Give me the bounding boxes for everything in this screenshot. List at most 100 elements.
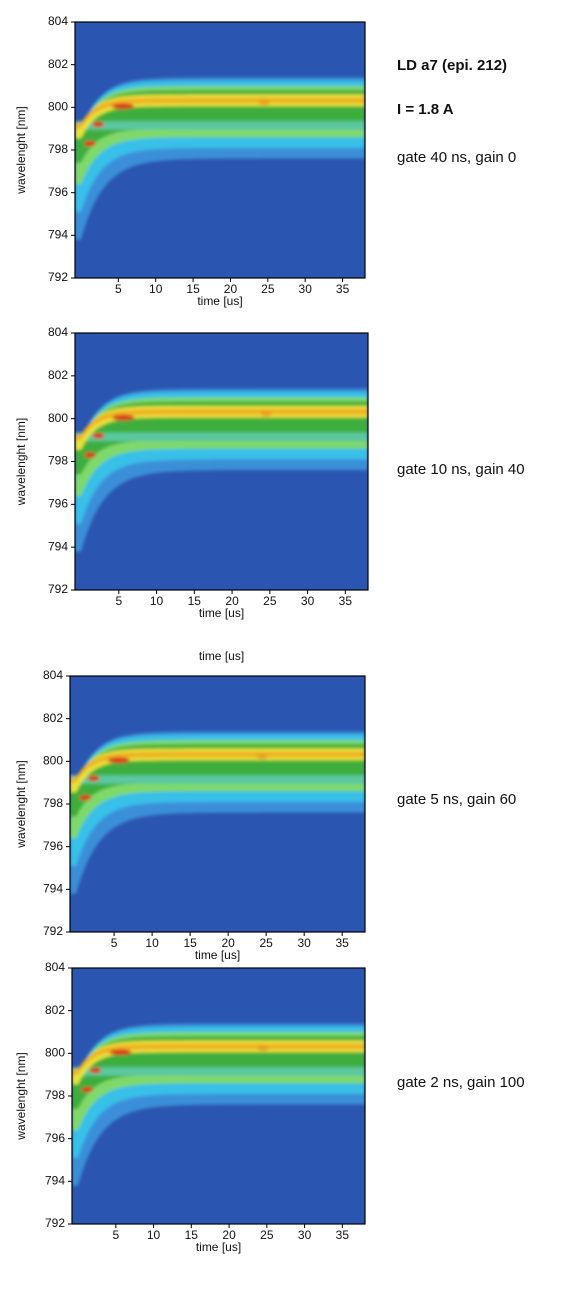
x-axis-label: time [us] bbox=[195, 948, 240, 962]
x-tick-label: 20 bbox=[221, 936, 235, 950]
annotation: gate 10 ns, gain 40 bbox=[397, 461, 525, 478]
x-tick-label: 10 bbox=[145, 936, 159, 950]
heatmap-bands bbox=[75, 77, 365, 240]
y-tick-label: 798 bbox=[45, 1088, 65, 1102]
x-tick-label: 15 bbox=[185, 1228, 199, 1242]
stray-label: time [us] bbox=[199, 649, 244, 663]
heatmap-band bbox=[72, 1067, 365, 1076]
y-tick-label: 798 bbox=[43, 796, 63, 810]
heatmap-hotspot bbox=[257, 1045, 270, 1051]
y-tick-label: 792 bbox=[45, 1216, 65, 1230]
y-axis-label: wavelenght [nm] bbox=[14, 1052, 28, 1140]
annotation: gate 40 ns, gain 0 bbox=[397, 149, 516, 166]
annotation: LD a7 (epi. 212) bbox=[397, 57, 507, 74]
x-tick-label: 15 bbox=[188, 594, 202, 608]
y-tick-label: 800 bbox=[48, 411, 68, 425]
heatmap-hotspot bbox=[256, 753, 269, 759]
heatmap-hotspot bbox=[107, 757, 130, 764]
y-tick-label: 802 bbox=[45, 1003, 65, 1017]
y-tick-label: 796 bbox=[48, 185, 68, 199]
heatmap-band bbox=[75, 405, 368, 450]
y-tick-label: 800 bbox=[48, 100, 68, 114]
y-axis-label: wavelenght [nm] bbox=[14, 760, 28, 848]
heatmap-hotspot bbox=[92, 121, 105, 128]
x-tick-label: 25 bbox=[261, 282, 275, 296]
x-tick-label: 35 bbox=[336, 936, 350, 950]
y-tick-label: 802 bbox=[43, 711, 63, 725]
heatmap bbox=[75, 333, 368, 590]
x-axis-label: time [us] bbox=[197, 294, 242, 308]
x-tick-label: 30 bbox=[301, 594, 315, 608]
heatmap-hotspot bbox=[111, 103, 134, 110]
heatmap-band bbox=[72, 1043, 365, 1075]
y-tick-label: 792 bbox=[48, 582, 68, 596]
y-tick-label: 800 bbox=[43, 754, 63, 768]
y-tick-label: 792 bbox=[43, 924, 63, 938]
y-tick-label: 796 bbox=[43, 839, 63, 853]
heatmap-hotspot bbox=[260, 410, 273, 417]
y-tick-label: 804 bbox=[45, 960, 65, 974]
heatmap-band bbox=[75, 432, 368, 442]
heatmap-band bbox=[75, 97, 365, 129]
x-tick-label: 20 bbox=[224, 282, 238, 296]
heatmap-bands bbox=[70, 731, 365, 894]
heatmap-band bbox=[75, 121, 365, 130]
heatmap-hotspot bbox=[109, 1049, 132, 1056]
y-tick-label: 804 bbox=[43, 668, 63, 682]
y-axis-label: wavelenght [nm] bbox=[14, 418, 28, 506]
heatmap-hotspot bbox=[89, 1067, 102, 1074]
y-tick-label: 794 bbox=[48, 539, 68, 553]
x-axis-label: time [us] bbox=[196, 1240, 241, 1254]
heatmap-band bbox=[70, 775, 365, 784]
heatmap-hotspot bbox=[84, 452, 97, 459]
y-tick-label: 798 bbox=[48, 142, 68, 156]
x-tick-label: 25 bbox=[263, 594, 277, 608]
heatmap-bands bbox=[72, 1023, 365, 1186]
annotation: gate 2 ns, gain 100 bbox=[397, 1074, 525, 1091]
x-tick-label: 30 bbox=[299, 282, 313, 296]
x-tick-label: 5 bbox=[115, 594, 122, 608]
heatmap-hotspot bbox=[92, 432, 105, 439]
y-tick-label: 798 bbox=[48, 454, 68, 468]
x-tick-label: 20 bbox=[222, 1228, 236, 1242]
y-tick-label: 802 bbox=[48, 368, 68, 382]
y-tick-label: 794 bbox=[45, 1174, 65, 1188]
x-tick-label: 20 bbox=[225, 594, 239, 608]
y-tick-label: 796 bbox=[48, 497, 68, 511]
heatmap-bands bbox=[75, 388, 368, 552]
x-tick-label: 15 bbox=[183, 936, 197, 950]
y-tick-label: 800 bbox=[45, 1046, 65, 1060]
x-tick-label: 5 bbox=[111, 936, 118, 950]
y-tick-label: 804 bbox=[48, 14, 68, 28]
heatmap-band bbox=[70, 751, 365, 783]
x-tick-label: 5 bbox=[112, 1228, 119, 1242]
x-tick-label: 30 bbox=[298, 1228, 312, 1242]
heatmap-hotspot bbox=[258, 99, 271, 105]
annotation: I = 1.8 A bbox=[397, 101, 454, 118]
heatmap-band bbox=[70, 748, 365, 793]
heatmap-hotspot bbox=[83, 140, 96, 147]
heatmap bbox=[70, 676, 365, 932]
heatmap-hotspot bbox=[81, 1086, 94, 1093]
heatmap-band bbox=[72, 1040, 365, 1085]
y-tick-label: 794 bbox=[43, 882, 63, 896]
y-tick-label: 802 bbox=[48, 57, 68, 71]
y-axis-label: wavelenght [nm] bbox=[14, 106, 28, 194]
heatmap bbox=[75, 22, 365, 278]
x-tick-label: 35 bbox=[339, 594, 353, 608]
y-tick-label: 796 bbox=[45, 1131, 65, 1145]
x-tick-label: 15 bbox=[186, 282, 200, 296]
x-tick-label: 10 bbox=[150, 594, 164, 608]
heatmap-hotspot bbox=[112, 414, 135, 421]
x-tick-label: 10 bbox=[147, 1228, 161, 1242]
y-tick-label: 792 bbox=[48, 270, 68, 284]
x-tick-label: 25 bbox=[260, 1228, 274, 1242]
x-tick-label: 35 bbox=[336, 1228, 350, 1242]
x-tick-label: 5 bbox=[115, 282, 122, 296]
y-tick-label: 804 bbox=[48, 325, 68, 339]
x-tick-label: 10 bbox=[149, 282, 163, 296]
heatmap-hotspot bbox=[79, 794, 92, 801]
y-tick-label: 794 bbox=[48, 228, 68, 242]
x-tick-label: 25 bbox=[259, 936, 273, 950]
